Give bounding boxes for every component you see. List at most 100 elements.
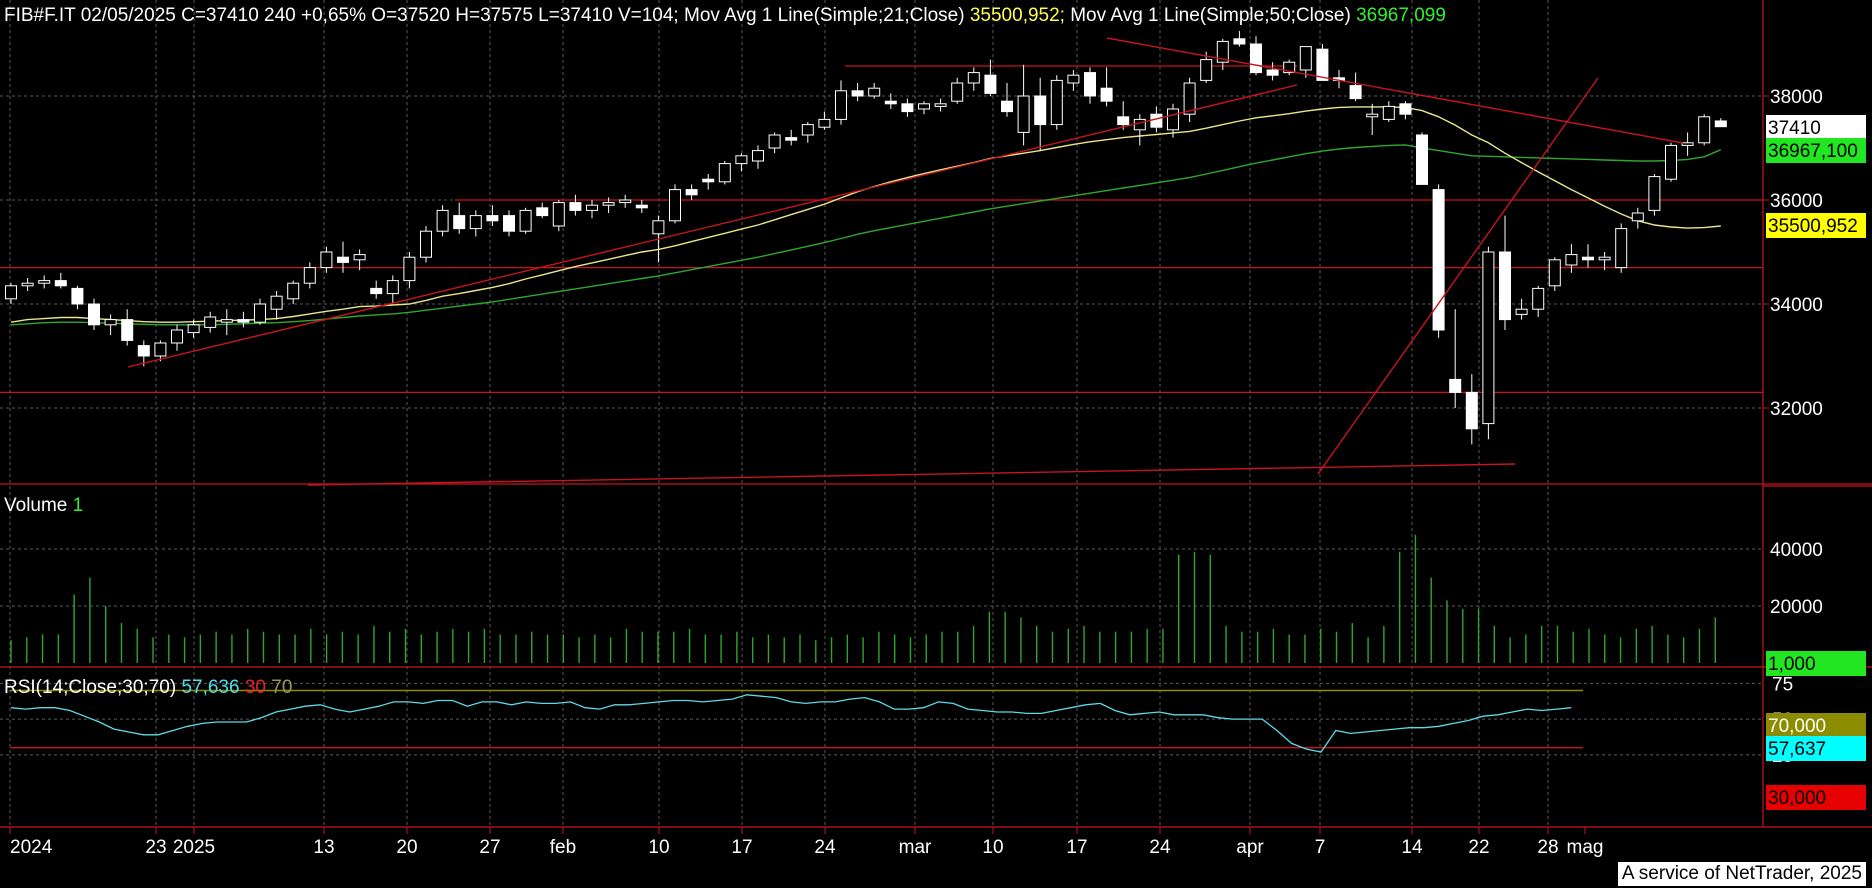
moving-averages	[10, 106, 1722, 326]
candle-up	[752, 150, 764, 162]
volume-value: 1	[72, 495, 84, 516]
candle-up	[436, 209, 449, 232]
candle-down	[88, 303, 100, 326]
ma50-legend: Mov Avg 1 Line(Simple;50;Close)	[1070, 5, 1351, 26]
candle-down	[1250, 43, 1262, 74]
candle-up	[154, 342, 167, 357]
ma21-value: 35500,952;	[969, 5, 1065, 26]
trend-line	[127, 84, 1298, 368]
candle-down	[901, 103, 914, 113]
candle-up	[1598, 256, 1611, 261]
candle-up	[951, 82, 964, 102]
candle-up	[1515, 308, 1528, 315]
candle-down	[1117, 116, 1130, 126]
rsi-lower-tag-box	[1766, 785, 1866, 810]
candle-up	[552, 202, 565, 227]
volume-label: Volume	[4, 495, 68, 516]
candle-down	[1349, 85, 1362, 100]
candle-down	[1416, 134, 1428, 185]
candle-up	[586, 204, 598, 211]
candle-down	[337, 256, 349, 263]
candle-down	[851, 90, 864, 97]
candle-up	[220, 319, 233, 323]
candle-up	[1283, 61, 1296, 74]
ma50-tag-box	[1766, 138, 1866, 163]
candle-down	[569, 202, 582, 211]
last-price-tag-box	[1766, 115, 1866, 140]
candle-up	[1200, 59, 1213, 81]
candle-down	[137, 345, 150, 357]
time-tick-label: 23	[145, 837, 166, 858]
rsi-value-tag-box	[1766, 736, 1866, 761]
candle-down	[1100, 87, 1113, 102]
rsi-low: 30	[244, 677, 266, 698]
candle-down	[1465, 391, 1478, 430]
candle-up	[718, 163, 731, 183]
candle-up	[1565, 254, 1578, 266]
candle-down	[1001, 100, 1013, 113]
candle-up	[967, 72, 980, 84]
trend-line	[1317, 77, 1599, 475]
time-tick-label: 17	[1066, 837, 1087, 858]
time-tick-label: 7	[1315, 837, 1326, 858]
time-tick-label: 28	[1537, 837, 1558, 858]
candle-down	[884, 100, 897, 105]
time-tick-label: mar	[899, 837, 932, 858]
candle-up	[270, 295, 283, 310]
candle-down	[54, 280, 67, 287]
candle-up	[171, 329, 183, 344]
time-tick-label: feb	[550, 837, 576, 858]
candle-down	[685, 189, 698, 196]
time-tick-label: 17	[731, 837, 752, 858]
candle-down	[536, 207, 549, 217]
time-tick-label: 10	[982, 837, 1003, 858]
quote: 02/05/2025 C=37410 240 +0,65% O=37520 H=…	[80, 5, 679, 26]
rsi-upper-tag: 70,000	[1768, 716, 1826, 737]
candle-down	[635, 204, 648, 209]
candles	[5, 31, 1727, 445]
candle-down	[370, 287, 383, 295]
rsi-lower-tag: 30,000	[1768, 788, 1826, 809]
footer-credit: A service of NetTrader, 2025	[1617, 862, 1866, 886]
candle-up	[1183, 82, 1196, 115]
ma50-value: 36967,099	[1356, 5, 1446, 26]
time-tick-label: 13	[313, 837, 334, 858]
time-tick-label: 2025	[173, 837, 215, 858]
candle-up	[1648, 176, 1661, 211]
price-tick-label: 38000	[1770, 87, 1823, 108]
candle-up	[519, 209, 532, 232]
candle-up	[386, 280, 399, 295]
candle-up	[1482, 251, 1495, 425]
candle-up	[1548, 259, 1561, 287]
candle-up	[868, 87, 881, 97]
candle-up	[353, 254, 366, 261]
candle-up	[1299, 46, 1312, 71]
candle-down	[121, 319, 134, 341]
price-tick-label: 32000	[1770, 399, 1823, 420]
horizontal-lines	[0, 65, 1872, 487]
candle-up	[1067, 74, 1080, 84]
rsi-header: RSI(14;Close;30;70) 57,636 30 70	[4, 677, 292, 699]
candle-up	[934, 103, 947, 107]
time-tick-label: apr	[1236, 837, 1264, 858]
volume-header: Volume 1	[4, 495, 83, 517]
candle-up	[818, 118, 831, 128]
candle-up	[5, 285, 17, 300]
candle-up	[735, 155, 748, 165]
candle-down	[503, 215, 515, 232]
ma50-line	[10, 144, 1722, 326]
rsi-label: RSI(14;Close;30;70)	[4, 677, 177, 698]
ma50-tag: 36967,100	[1768, 141, 1858, 162]
candle-down	[1449, 378, 1462, 393]
rsi-upper-tag-box	[1766, 713, 1866, 738]
candle-up	[38, 280, 51, 284]
axes: 2024 23 2025 13 20 27 feb 10 17 24 mar 10 17 24 apr 7 14…	[0, 0, 1872, 858]
price-tick-label: 36000	[1770, 191, 1823, 212]
volume-bars	[10, 534, 1716, 663]
candle-down	[1150, 113, 1163, 128]
time-tick-label: 20	[396, 837, 417, 858]
volume-tag: 1,000	[1768, 654, 1816, 675]
volume-tag-box	[1766, 651, 1866, 676]
candle-up	[469, 215, 482, 230]
candle-down	[486, 215, 499, 222]
